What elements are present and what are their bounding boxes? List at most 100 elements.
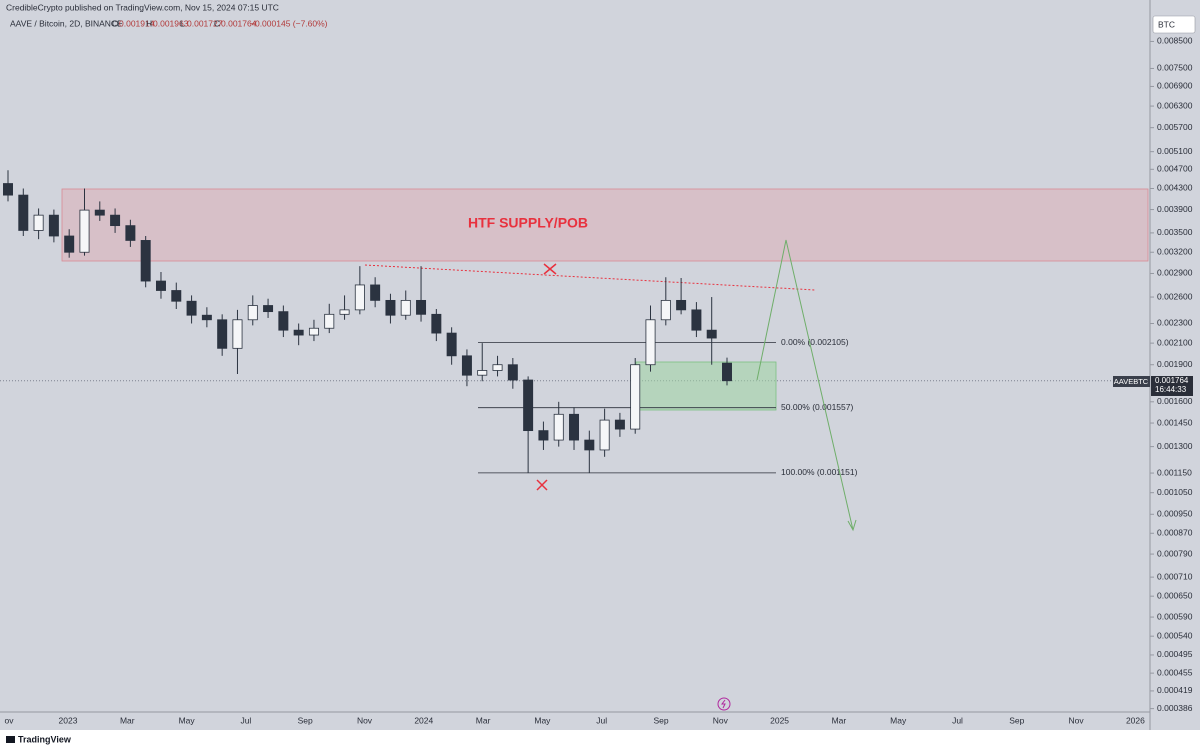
candle-body xyxy=(308,327,319,336)
ohlc-key: L xyxy=(180,18,185,28)
x-tick-label: Nov xyxy=(1069,715,1085,725)
y-tick-label: 0.000710 xyxy=(1157,571,1193,581)
change: −0.000145 (−7.60%) xyxy=(250,18,328,28)
candle-body xyxy=(247,305,258,321)
ohlc-key: H xyxy=(146,18,152,28)
x-tick-label: 2025 xyxy=(770,715,789,725)
event-icon-bolt xyxy=(721,699,726,709)
candle-body xyxy=(584,439,595,451)
x-tick-label: Jul xyxy=(952,715,963,725)
candle-body xyxy=(171,290,182,302)
candle-body xyxy=(691,309,702,331)
fib-label: 0.00% (0.002105) xyxy=(781,337,849,347)
y-tick-label: 0.001150 xyxy=(1157,467,1192,477)
candle-body xyxy=(507,364,518,381)
candles xyxy=(3,170,732,474)
candle-body xyxy=(400,299,411,316)
x-tick-label: ov xyxy=(5,715,15,725)
candle-body xyxy=(201,314,212,321)
price-axis-bg xyxy=(1150,0,1200,730)
y-tick-label: 0.000590 xyxy=(1157,611,1193,621)
supply-zone xyxy=(61,188,1149,262)
symbol-tag xyxy=(1113,376,1150,387)
y-tick-label: 0.000950 xyxy=(1157,509,1193,519)
y-tick-label: 0.005100 xyxy=(1157,146,1193,156)
fib-label: 100.00% (0.001151) xyxy=(781,467,858,477)
brand: TradingView xyxy=(18,734,72,744)
y-tick-label: 0.002100 xyxy=(1157,337,1193,347)
candle-body xyxy=(553,413,564,441)
candle-body xyxy=(660,299,671,321)
candle-body xyxy=(64,235,75,253)
y-tick-label: 0.000650 xyxy=(1157,590,1193,600)
y-tick-label: 0.000386 xyxy=(1157,703,1193,713)
y-tick-label: 0.007500 xyxy=(1157,63,1193,73)
tv-logo: TradingView xyxy=(6,734,72,744)
x-tick-label: May xyxy=(179,715,196,725)
x-tick-label: May xyxy=(534,715,551,725)
candle-body xyxy=(523,379,534,432)
ohlc-value: 0.001764 xyxy=(221,18,257,28)
candle-body xyxy=(232,319,243,349)
candle-body xyxy=(324,313,335,329)
candle-body xyxy=(461,355,472,376)
candle-body xyxy=(3,183,13,196)
symbol: AAVE / Bitcoin, 2D, BINANCE xyxy=(10,18,123,28)
candle-body xyxy=(676,299,687,311)
candle-body xyxy=(339,309,350,315)
x-tick-label: Sep xyxy=(298,715,313,725)
price-tag xyxy=(1151,376,1193,396)
y-tick-label: 0.006300 xyxy=(1157,100,1193,110)
x-tick-label: Nov xyxy=(713,715,729,725)
candle-body xyxy=(354,284,365,311)
candle-body xyxy=(33,214,44,231)
y-tick-label: 0.001450 xyxy=(1157,417,1193,427)
candle-body xyxy=(94,209,105,216)
y-tick-label: 0.002600 xyxy=(1157,291,1193,301)
candle-body xyxy=(630,364,641,430)
candle-body xyxy=(140,240,151,282)
x-tick-label: Mar xyxy=(476,715,491,725)
y-tick-label: 0.001300 xyxy=(1157,441,1193,451)
candle-body xyxy=(416,299,427,315)
candle-body xyxy=(217,319,228,349)
countdown: 16:44:33 xyxy=(1155,385,1187,394)
y-tick-label: 0.001600 xyxy=(1157,396,1193,406)
candle-body xyxy=(446,332,457,357)
y-tick-label: 0.000870 xyxy=(1157,528,1193,538)
fib-label: 50.00% (0.001557) xyxy=(781,402,853,412)
x-tick-label: Sep xyxy=(653,715,668,725)
ohlc-key: C xyxy=(214,18,220,28)
candle-body xyxy=(569,413,580,441)
cross-mark xyxy=(543,263,557,275)
y-tick-label: 0.003900 xyxy=(1157,204,1193,214)
currency-box xyxy=(1152,15,1196,34)
event-icon xyxy=(717,697,731,711)
candle-body xyxy=(477,370,488,376)
candle-body xyxy=(263,305,274,313)
zone-label: HTF SUPPLY/POB xyxy=(468,215,588,231)
y-tick-label: 0.001900 xyxy=(1157,359,1193,369)
price-tag-text: 0.001764 xyxy=(1155,376,1189,385)
y-tick-label: 0.000495 xyxy=(1157,649,1193,659)
candle-body xyxy=(278,311,289,331)
candle-body xyxy=(538,430,549,441)
candle-body xyxy=(186,300,197,316)
y-tick-label: 0.002300 xyxy=(1157,318,1193,328)
y-tick-label: 0.000455 xyxy=(1157,667,1193,677)
candle-body xyxy=(155,280,166,291)
candle-body xyxy=(431,313,442,334)
symbol-tag-text: AAVEBTC xyxy=(1114,377,1149,386)
x-tick-label: Nov xyxy=(357,715,373,725)
y-tick-label: 0.003500 xyxy=(1157,227,1193,237)
ohlc-value: 0.001963 xyxy=(153,18,189,28)
candle-body xyxy=(599,419,610,451)
time-axis-bg xyxy=(0,712,1150,730)
candle-body xyxy=(492,364,503,371)
x-tick-label: Mar xyxy=(120,715,135,725)
currency: BTC xyxy=(1158,19,1175,29)
candle-body xyxy=(18,194,29,231)
publisher: CredibleCrypto published on TradingView.… xyxy=(6,2,279,12)
trend-line xyxy=(364,264,816,291)
y-tick-label: 0.008500 xyxy=(1157,36,1193,46)
